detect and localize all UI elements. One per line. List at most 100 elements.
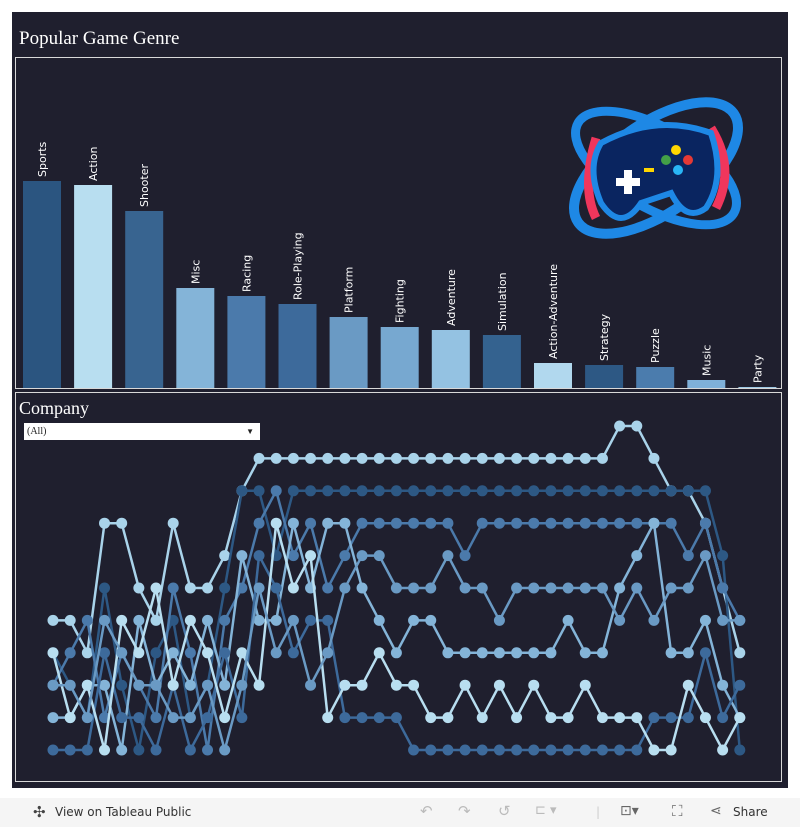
data-point[interactable]: [99, 744, 111, 756]
data-point[interactable]: [545, 485, 557, 497]
bar-strategy[interactable]: [585, 365, 624, 388]
data-point[interactable]: [511, 647, 523, 659]
data-point[interactable]: [425, 485, 437, 497]
data-point[interactable]: [270, 452, 282, 464]
data-point[interactable]: [511, 452, 523, 464]
data-point[interactable]: [99, 614, 111, 626]
data-point[interactable]: [493, 679, 505, 691]
data-point[interactable]: [614, 614, 626, 626]
data-point[interactable]: [356, 452, 368, 464]
data-point[interactable]: [717, 679, 729, 691]
data-point[interactable]: [287, 614, 299, 626]
data-point[interactable]: [64, 647, 76, 659]
data-point[interactable]: [511, 485, 523, 497]
data-point[interactable]: [253, 614, 265, 626]
data-point[interactable]: [579, 485, 591, 497]
data-point[interactable]: [270, 614, 282, 626]
data-point[interactable]: [116, 679, 128, 691]
data-point[interactable]: [596, 712, 608, 724]
data-point[interactable]: [81, 712, 93, 724]
data-point[interactable]: [47, 744, 59, 756]
data-point[interactable]: [64, 614, 76, 626]
data-point[interactable]: [442, 452, 454, 464]
data-point[interactable]: [322, 485, 334, 497]
data-point[interactable]: [322, 582, 334, 594]
data-point[interactable]: [493, 614, 505, 626]
data-point[interactable]: [442, 485, 454, 497]
data-point[interactable]: [408, 614, 420, 626]
data-point[interactable]: [236, 647, 248, 659]
bar-racing[interactable]: [227, 296, 266, 388]
data-point[interactable]: [579, 582, 591, 594]
data-point[interactable]: [665, 485, 677, 497]
data-point[interactable]: [373, 485, 385, 497]
data-point[interactable]: [545, 452, 557, 464]
data-point[interactable]: [408, 485, 420, 497]
data-point[interactable]: [442, 550, 454, 562]
data-point[interactable]: [408, 517, 420, 529]
data-point[interactable]: [305, 517, 317, 529]
bar-fighting[interactable]: [380, 327, 419, 388]
data-point[interactable]: [408, 582, 420, 594]
data-point[interactable]: [219, 744, 231, 756]
data-point[interactable]: [528, 582, 540, 594]
data-point[interactable]: [562, 712, 574, 724]
data-point[interactable]: [545, 582, 557, 594]
data-point[interactable]: [562, 582, 574, 594]
data-point[interactable]: [390, 647, 402, 659]
data-point[interactable]: [47, 647, 59, 659]
data-point[interactable]: [459, 582, 471, 594]
data-point[interactable]: [133, 679, 145, 691]
data-point[interactable]: [339, 452, 351, 464]
data-point[interactable]: [202, 614, 214, 626]
data-point[interactable]: [356, 517, 368, 529]
data-point[interactable]: [476, 647, 488, 659]
data-point[interactable]: [442, 647, 454, 659]
bar-misc[interactable]: [176, 288, 215, 388]
data-point[interactable]: [614, 485, 626, 497]
data-point[interactable]: [648, 712, 660, 724]
data-point[interactable]: [528, 744, 540, 756]
data-point[interactable]: [305, 614, 317, 626]
bar-puzzle[interactable]: [636, 367, 675, 388]
data-point[interactable]: [682, 485, 694, 497]
data-point[interactable]: [184, 712, 196, 724]
data-point[interactable]: [614, 420, 626, 432]
data-point[interactable]: [699, 647, 711, 659]
data-point[interactable]: [339, 582, 351, 594]
data-point[interactable]: [253, 550, 265, 562]
data-point[interactable]: [425, 744, 437, 756]
data-point[interactable]: [253, 452, 265, 464]
data-point[interactable]: [459, 452, 471, 464]
data-point[interactable]: [493, 485, 505, 497]
data-point[interactable]: [631, 582, 643, 594]
data-point[interactable]: [339, 550, 351, 562]
data-point[interactable]: [511, 744, 523, 756]
data-point[interactable]: [631, 744, 643, 756]
data-point[interactable]: [133, 744, 145, 756]
data-point[interactable]: [390, 452, 402, 464]
bar-party[interactable]: [738, 387, 777, 388]
data-point[interactable]: [545, 517, 557, 529]
data-point[interactable]: [287, 485, 299, 497]
data-point[interactable]: [614, 517, 626, 529]
data-point[interactable]: [442, 517, 454, 529]
data-point[interactable]: [545, 712, 557, 724]
data-point[interactable]: [202, 712, 214, 724]
data-point[interactable]: [150, 614, 162, 626]
data-point[interactable]: [202, 679, 214, 691]
data-point[interactable]: [322, 712, 334, 724]
data-point[interactable]: [425, 517, 437, 529]
data-point[interactable]: [133, 712, 145, 724]
data-point[interactable]: [511, 582, 523, 594]
data-point[interactable]: [545, 744, 557, 756]
data-point[interactable]: [305, 679, 317, 691]
data-point[interactable]: [99, 679, 111, 691]
data-point[interactable]: [167, 679, 179, 691]
data-point[interactable]: [459, 744, 471, 756]
data-point[interactable]: [184, 647, 196, 659]
data-point[interactable]: [150, 712, 162, 724]
data-point[interactable]: [476, 744, 488, 756]
data-point[interactable]: [116, 712, 128, 724]
data-point[interactable]: [425, 712, 437, 724]
